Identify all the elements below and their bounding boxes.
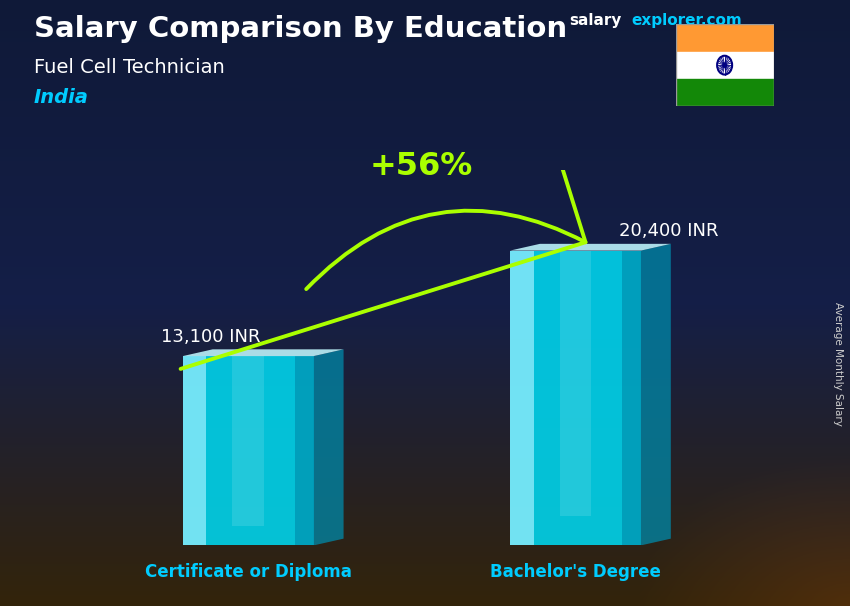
Text: 20,400 INR: 20,400 INR — [619, 222, 719, 241]
Text: +56%: +56% — [370, 152, 473, 182]
Circle shape — [723, 63, 726, 67]
Polygon shape — [183, 349, 343, 356]
Polygon shape — [183, 356, 207, 545]
Text: Bachelor's Degree: Bachelor's Degree — [490, 563, 661, 581]
Polygon shape — [183, 356, 314, 545]
Text: Fuel Cell Technician: Fuel Cell Technician — [34, 58, 224, 76]
Polygon shape — [641, 244, 671, 545]
Polygon shape — [510, 251, 534, 545]
Polygon shape — [295, 356, 314, 545]
Text: salary: salary — [570, 13, 622, 28]
Polygon shape — [560, 251, 591, 516]
Polygon shape — [622, 251, 641, 545]
Polygon shape — [314, 349, 343, 545]
Bar — [676, 79, 774, 106]
Text: India: India — [34, 88, 89, 107]
Text: Average Monthly Salary: Average Monthly Salary — [833, 302, 843, 425]
Text: explorer.com: explorer.com — [632, 13, 742, 28]
FancyArrowPatch shape — [180, 0, 586, 369]
Bar — [676, 24, 774, 52]
Polygon shape — [510, 244, 671, 251]
Polygon shape — [233, 356, 264, 527]
Bar — [676, 52, 774, 79]
Polygon shape — [510, 251, 641, 545]
Text: Certificate or Diploma: Certificate or Diploma — [144, 563, 352, 581]
Text: 13,100 INR: 13,100 INR — [161, 328, 261, 346]
Text: Salary Comparison By Education: Salary Comparison By Education — [34, 15, 567, 43]
